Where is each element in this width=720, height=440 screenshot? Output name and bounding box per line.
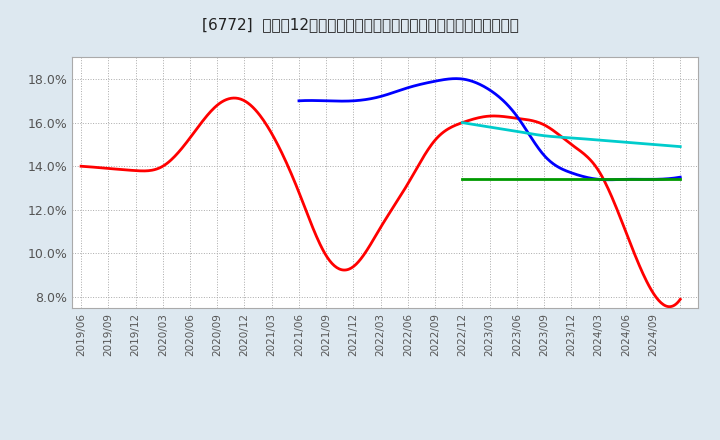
5年: [502, 101, 510, 106]
5年: [477, 82, 485, 88]
3年: [435, 133, 444, 139]
7年: [676, 144, 685, 149]
10年: [564, 177, 572, 182]
7年: [563, 135, 572, 140]
7年: [671, 143, 680, 149]
7年: [562, 135, 570, 140]
Line: 5年: 5年: [299, 79, 680, 180]
Text: [6772]  売上高12か月移動合計の対前年同期増減率の標準偏差の推移: [6772] 売上高12か月移動合計の対前年同期増減率の標準偏差の推移: [202, 18, 518, 33]
10年: [577, 177, 585, 182]
7年: [576, 136, 585, 141]
3年: [230, 95, 239, 101]
Line: 7年: 7年: [462, 123, 680, 147]
3年: [676, 297, 685, 302]
5年: [676, 175, 685, 180]
10年: [459, 177, 467, 182]
10年: [479, 177, 487, 182]
Line: 3年: 3年: [81, 98, 680, 307]
3年: [665, 304, 674, 309]
5年: [668, 176, 677, 181]
5年: [604, 177, 613, 183]
5年: [522, 128, 531, 133]
5年: [479, 84, 487, 89]
10年: [458, 177, 467, 182]
3年: [77, 164, 86, 169]
3年: [363, 248, 372, 253]
5年: [451, 76, 460, 81]
3年: [402, 183, 411, 189]
Legend: 3年, 5年, 7年, 10年: 3年, 5年, 7年, 10年: [207, 435, 563, 440]
7年: [636, 141, 645, 146]
3年: [569, 143, 577, 149]
3年: [662, 304, 671, 309]
7年: [588, 137, 596, 142]
10年: [637, 177, 646, 182]
10年: [562, 177, 571, 182]
10年: [588, 177, 597, 182]
5年: [294, 98, 303, 103]
5年: [608, 177, 617, 182]
10年: [676, 177, 685, 182]
3年: [366, 242, 375, 247]
10年: [672, 177, 680, 182]
7年: [458, 120, 467, 125]
